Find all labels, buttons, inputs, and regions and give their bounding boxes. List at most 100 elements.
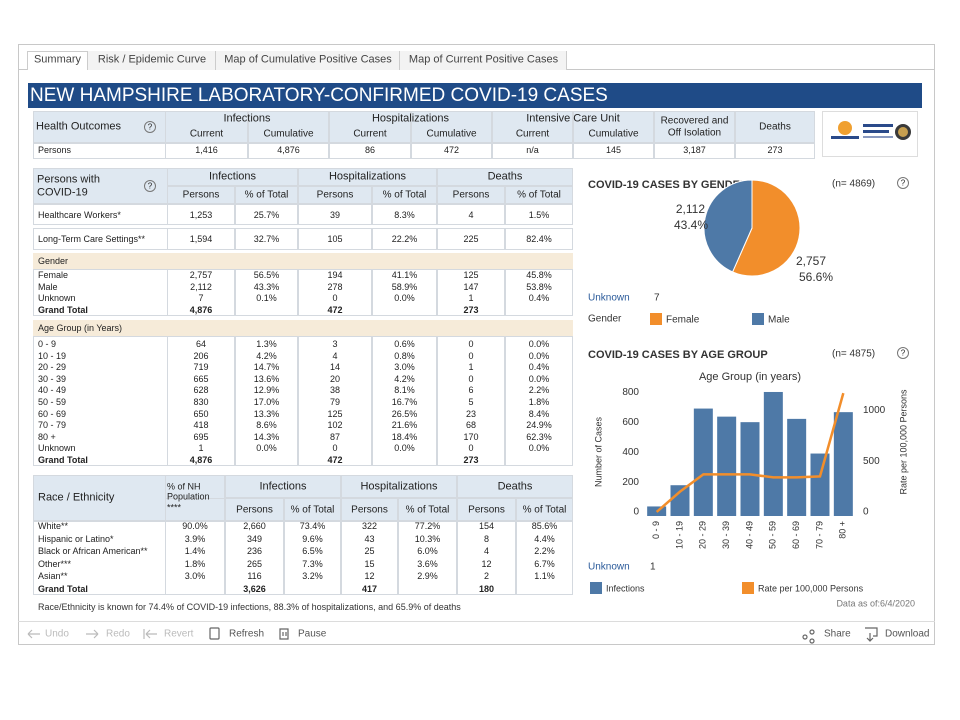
cell: 695 — [193, 431, 209, 442]
column-header: Current — [515, 128, 550, 140]
tab-label[interactable]: Summary — [33, 53, 82, 66]
cell: 8.4% — [528, 408, 550, 419]
cell-bg — [165, 521, 225, 595]
help-icon-ring — [897, 347, 909, 359]
help-icon: ? — [900, 348, 906, 358]
group-header: Infections — [259, 480, 307, 493]
cell: 64 — [195, 338, 207, 349]
tab[interactable] — [400, 51, 567, 70]
toolbar-button[interactable]: Undo — [45, 628, 69, 640]
column-header: Persons — [468, 504, 505, 516]
data-date: Data as of:6/4/2020 — [836, 598, 915, 608]
help-icon: ? — [900, 178, 906, 188]
data-label: 56.6% — [799, 270, 833, 284]
toolbar-button[interactable]: Revert — [164, 628, 194, 640]
cell: 665 — [193, 373, 209, 384]
cell: 125 — [327, 408, 343, 419]
cell: 22.2% — [391, 233, 418, 244]
toolbar-button[interactable]: Download — [885, 628, 930, 640]
row-label: Healthcare Workers* — [38, 209, 121, 220]
bar — [810, 453, 830, 516]
cell-bg — [372, 269, 437, 316]
cell-bg — [341, 521, 398, 595]
y-tick-label: 800 — [622, 387, 639, 398]
cell-bg — [248, 111, 329, 159]
cell: 0.6% — [394, 338, 415, 349]
cell: 13.6% — [253, 373, 280, 384]
toolbar-button[interactable]: Refresh — [229, 628, 265, 640]
column-header: Deaths — [759, 121, 791, 133]
footnote: Race/Ethnicity is known for 74.4% of COV… — [38, 601, 461, 612]
cell: 14.3% — [253, 431, 280, 442]
cell: 1.8% — [528, 396, 550, 407]
cell: 62.3% — [526, 431, 552, 442]
cell: 3,626 — [243, 583, 266, 594]
chart-title: COVID-19 CASES BY AGE GROUP — [588, 349, 768, 361]
cell: 3.6% — [417, 558, 438, 569]
group-header: Infections — [223, 112, 271, 125]
row-label: Asian** — [38, 571, 68, 582]
legend-label: Female — [666, 315, 700, 326]
cell: 6.0% — [417, 546, 438, 557]
cell: 273 — [463, 454, 479, 465]
cell: 45.8% — [526, 269, 552, 280]
cell: 1,594 — [189, 233, 213, 244]
help-icon-ring — [144, 121, 156, 133]
row-label: Grand Total — [38, 304, 88, 315]
cell: 79 — [329, 396, 341, 407]
y2-title: Rate per 100,000 Persons — [898, 389, 908, 495]
cell: 417 — [361, 583, 378, 594]
tab[interactable] — [216, 51, 400, 70]
cell: 1 — [198, 443, 204, 454]
legend-label: Male — [768, 315, 790, 326]
cell: 17.0% — [253, 396, 280, 407]
legend-swatch — [650, 313, 662, 325]
cell-bg — [167, 269, 235, 316]
x-tick-label: 60 - 69 — [791, 521, 801, 549]
column-header: Persons — [236, 504, 273, 516]
cell-bg — [167, 186, 235, 204]
cell-bg — [167, 204, 235, 225]
column-header: % of Total — [522, 504, 567, 516]
tab-label[interactable]: Map of Cumulative Positive Cases — [224, 53, 392, 66]
cell: 82.4% — [526, 233, 552, 244]
cell: 0 — [468, 373, 474, 384]
y2-tick-label: 500 — [863, 456, 880, 467]
cell: 0.4% — [528, 362, 550, 373]
cell: 4,876 — [189, 454, 213, 465]
cell: 73.4% — [299, 520, 326, 531]
logo — [822, 111, 918, 157]
cell: 170 — [463, 431, 479, 442]
cell: 38 — [329, 385, 341, 396]
cell: 0.0% — [528, 350, 550, 361]
cell-bg — [654, 111, 735, 159]
toolbar-button[interactable]: Redo — [106, 628, 130, 640]
tab-label[interactable]: Risk / Epidemic Curve — [97, 53, 207, 66]
cell: 0.1% — [256, 292, 277, 303]
cell-bg — [235, 186, 298, 204]
cell: 14 — [329, 362, 341, 373]
legend-swatch — [742, 582, 754, 594]
toolbar-line — [18, 621, 935, 622]
row-label: Grand Total — [38, 454, 88, 465]
tab-label[interactable]: Map of Current Positive Cases — [408, 53, 559, 66]
cell: 68 — [465, 420, 477, 431]
cell: 4,876 — [277, 144, 300, 155]
cell: 265 — [246, 558, 263, 569]
cell: 0 — [468, 338, 474, 349]
cell: 125 — [463, 269, 479, 280]
cell: 4.4% — [534, 533, 555, 544]
row-label: Unknown — [38, 443, 76, 454]
row-label: 80 + — [38, 431, 56, 442]
cell-bg — [398, 498, 457, 521]
tab[interactable] — [88, 51, 216, 70]
toolbar-button[interactable]: Share — [824, 628, 851, 640]
cell-bg — [167, 336, 235, 466]
column-header: Persons — [452, 189, 490, 201]
cell-bg — [329, 111, 411, 159]
toolbar-button[interactable]: Pause — [298, 628, 327, 640]
column-header: % of Total — [290, 504, 335, 516]
cell: 322 — [361, 520, 378, 531]
tab[interactable] — [27, 51, 88, 70]
cell: 10.3% — [414, 533, 441, 544]
